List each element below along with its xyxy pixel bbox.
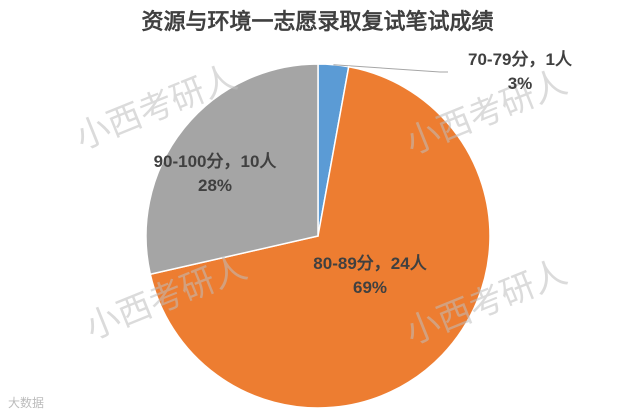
label-percent: 69% (352, 278, 388, 297)
label-separator: ， (223, 152, 241, 171)
data-label: 70-79分，1人 3% (440, 48, 600, 96)
chart-title: 资源与环境一志愿录取复试笔试成绩 (141, 9, 494, 34)
pie-slice (145, 63, 319, 276)
label-category: 70-79分 (468, 50, 529, 69)
label-value: 24人 (390, 254, 427, 273)
label-value: 1人 (545, 50, 572, 69)
label-category: 90-100分 (153, 152, 224, 171)
data-label: 90-100分，10人 28% (150, 150, 280, 198)
leader-line (333, 64, 448, 73)
label-separator: ， (528, 50, 546, 69)
label-percent: 3% (507, 74, 533, 93)
label-separator: ， (373, 254, 391, 273)
label-percent: 28% (197, 176, 233, 195)
data-label: 80-89分，24人 69% (300, 252, 440, 300)
label-value: 10人 (240, 152, 277, 171)
logo: 大数据 (8, 396, 45, 410)
pie-slice (149, 65, 491, 409)
label-category: 80-89分 (313, 254, 374, 273)
